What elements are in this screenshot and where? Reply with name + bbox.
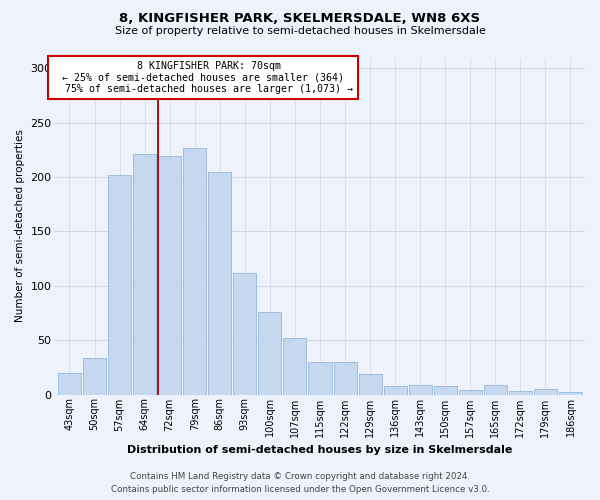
Bar <box>83 358 106 395</box>
Bar <box>233 273 256 394</box>
Bar <box>58 373 81 394</box>
Bar <box>259 312 281 394</box>
Y-axis label: Number of semi-detached properties: Number of semi-detached properties <box>15 130 25 322</box>
Bar <box>283 338 307 394</box>
Bar <box>409 384 431 394</box>
Bar <box>359 374 382 394</box>
Text: Size of property relative to semi-detached houses in Skelmersdale: Size of property relative to semi-detach… <box>115 26 485 36</box>
Bar <box>133 154 156 394</box>
Text: Contains HM Land Registry data © Crown copyright and database right 2024.
Contai: Contains HM Land Registry data © Crown c… <box>110 472 490 494</box>
Bar <box>308 362 332 394</box>
Bar <box>208 172 232 394</box>
Text: 8, KINGFISHER PARK, SKELMERSDALE, WN8 6XS: 8, KINGFISHER PARK, SKELMERSDALE, WN8 6X… <box>119 12 481 26</box>
Bar <box>334 362 356 394</box>
Bar <box>509 392 532 394</box>
X-axis label: Distribution of semi-detached houses by size in Skelmersdale: Distribution of semi-detached houses by … <box>127 445 512 455</box>
Bar <box>158 156 181 394</box>
Bar <box>559 392 582 394</box>
Bar <box>434 386 457 394</box>
Text: 8 KINGFISHER PARK: 70sqm
← 25% of semi-detached houses are smaller (364)
  75% o: 8 KINGFISHER PARK: 70sqm ← 25% of semi-d… <box>53 61 353 94</box>
Bar <box>459 390 482 394</box>
Bar <box>108 175 131 394</box>
Bar <box>534 389 557 394</box>
Bar <box>183 148 206 394</box>
Bar <box>484 384 507 394</box>
Bar <box>383 386 407 394</box>
